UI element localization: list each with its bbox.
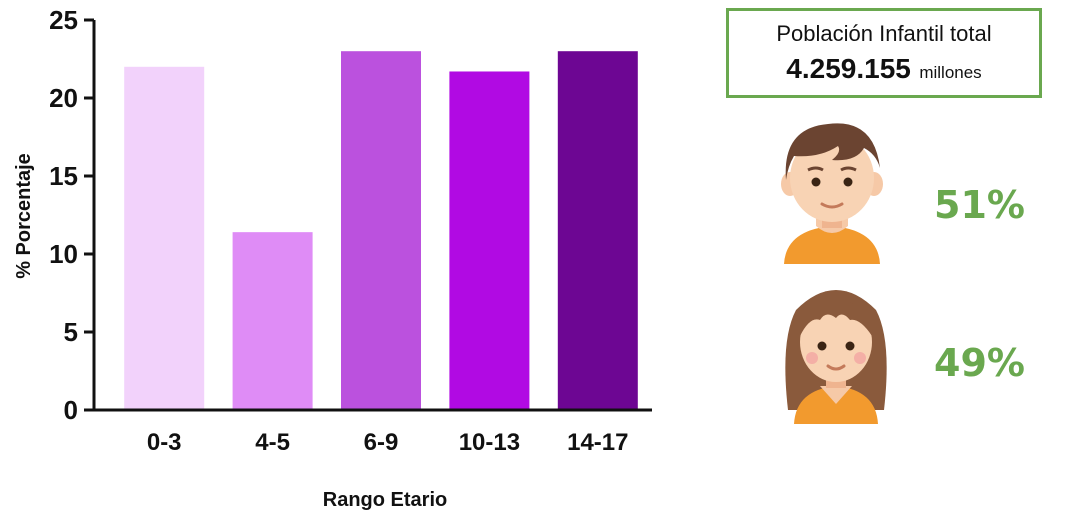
y-axis: 0 5 10 15 20 25 — [49, 5, 96, 425]
y-tick-label: 0 — [64, 395, 78, 425]
total-population-title: Población Infantil total — [776, 21, 992, 46]
total-population-line: 4.259.155 millones — [729, 53, 1039, 85]
y-tick-label: 25 — [49, 5, 78, 35]
y-tick-label: 10 — [49, 239, 78, 269]
total-population-value: 4.259.155 — [786, 53, 911, 84]
total-population-unit: millones — [919, 63, 982, 82]
x-axis-label: Rango Etario — [323, 489, 447, 511]
x-axis: 0-3 4-5 6-9 10-13 14-17 — [94, 408, 652, 456]
x-tick-label: 0-3 — [147, 429, 182, 456]
x-tick-label: 4-5 — [255, 429, 290, 456]
bars — [124, 51, 638, 411]
bar-10-13 — [449, 71, 530, 410]
bar-6-9 — [341, 51, 421, 410]
y-axis-label: % Porcentaje — [13, 153, 35, 279]
boy-avatar-icon — [781, 123, 883, 264]
bar-chart: 0 5 10 15 20 25 0-3 4-5 6-9 10-13 14-17 % Porcent… — [13, 5, 652, 511]
y-tick-label: 20 — [49, 83, 78, 113]
y-tick-label: 15 — [49, 161, 78, 191]
total-population-box: Población Infantil total 4.259.155 millo… — [726, 8, 1042, 98]
girl-percent: 49% — [934, 341, 1025, 385]
bar-0-3 — [124, 66, 205, 411]
girl-avatar-icon — [785, 290, 887, 424]
boy-percent: 51% — [934, 183, 1025, 227]
y-tick-label: 5 — [64, 317, 78, 347]
x-tick-label: 14-17 — [567, 429, 628, 456]
bar-14-17 — [557, 51, 638, 410]
bar-4-5 — [232, 232, 313, 410]
x-tick-label: 10-13 — [459, 429, 520, 456]
x-tick-label: 6-9 — [364, 429, 399, 456]
